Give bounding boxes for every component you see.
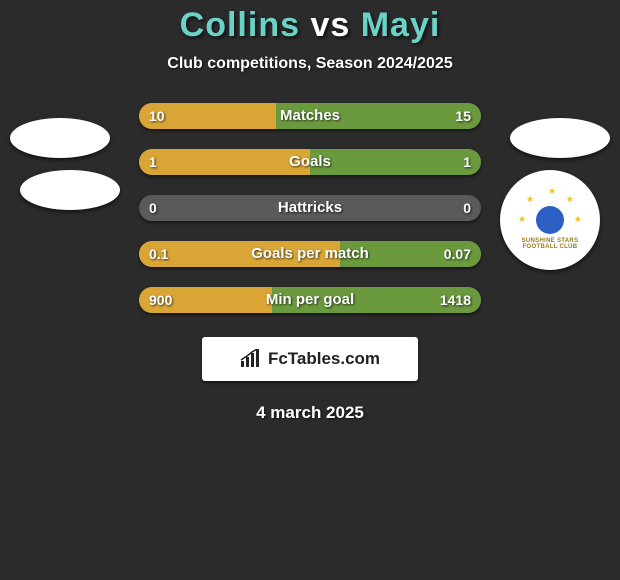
player2-club-badge-1	[510, 118, 610, 158]
date-label: 4 march 2025	[0, 403, 620, 423]
subtitle: Club competitions, Season 2024/2025	[0, 55, 620, 73]
footer-attribution[interactable]: FcTables.com	[202, 337, 418, 381]
stat-bar-right	[310, 149, 481, 175]
stat-label: Hattricks	[139, 195, 481, 221]
stat-row: Goals per match0.10.07	[139, 241, 481, 267]
bar-chart-icon	[240, 349, 262, 369]
ball-icon	[536, 206, 564, 234]
star-icon: ★	[548, 186, 556, 197]
player1-club-badge-2	[20, 170, 120, 210]
stat-row: Hattricks0 0	[139, 195, 481, 221]
stat-bar-right	[340, 241, 481, 267]
club-crest: ★ ★ ★ ★ ★ SUNSHINE STARS FOOTBALL CLUB	[510, 180, 590, 260]
title-vs: vs	[310, 6, 350, 44]
stat-row: Matches1015	[139, 103, 481, 129]
stat-row: Goals11	[139, 149, 481, 175]
stat-value-left: 0	[149, 195, 157, 221]
player2-club-badge-2: ★ ★ ★ ★ ★ SUNSHINE STARS FOOTBALL CLUB	[500, 170, 600, 270]
stat-bar-left	[139, 149, 310, 175]
player1-club-badge-1	[10, 118, 110, 158]
footer-attribution-label: FcTables.com	[268, 349, 380, 369]
stat-bar-left	[139, 103, 276, 129]
stat-bar-left	[139, 241, 340, 267]
title-player1: Collins	[180, 6, 300, 44]
star-icon: ★	[526, 194, 534, 205]
page-title: Collins vs Mayi	[0, 0, 620, 45]
star-icon: ★	[566, 194, 574, 205]
club-crest-label: SUNSHINE STARS FOOTBALL CLUB	[510, 238, 590, 250]
stat-value-right: 0	[463, 195, 471, 221]
stat-bar-right	[272, 287, 481, 313]
star-icon: ★	[574, 214, 582, 225]
star-icon: ★	[518, 214, 526, 225]
stat-row: Min per goal9001418	[139, 287, 481, 313]
stat-bar-right	[276, 103, 481, 129]
title-player2: Mayi	[361, 6, 441, 44]
stat-bar-left	[139, 287, 272, 313]
